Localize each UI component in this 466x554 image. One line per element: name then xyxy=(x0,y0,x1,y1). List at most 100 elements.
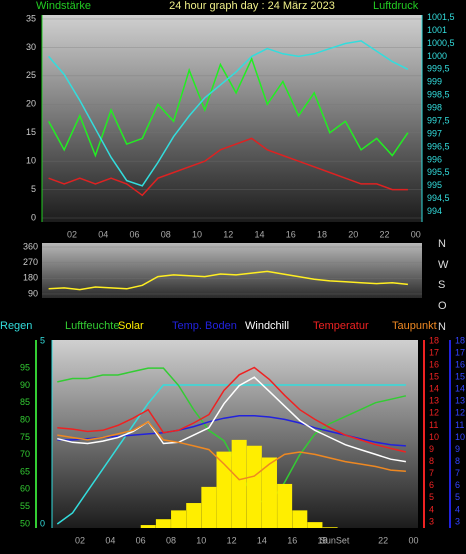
y-tick-label: 997 xyxy=(427,128,442,138)
x-tick-label: 06 xyxy=(129,229,139,239)
y-tick-label: 13 xyxy=(429,396,439,406)
compass-label: S xyxy=(438,279,445,291)
x-tick-label: 04 xyxy=(98,229,108,239)
series-line xyxy=(57,367,407,505)
x-tick-label: 12 xyxy=(223,229,233,239)
x-tick-label: 04 xyxy=(105,535,115,545)
y-tick-label: 90 xyxy=(20,380,30,390)
series-line xyxy=(56,384,406,525)
y-tick-label: 13 xyxy=(455,396,465,406)
y-tick-label: 17 xyxy=(455,347,465,357)
y-tick-label: 9 xyxy=(455,444,460,454)
y-tick-label: 70 xyxy=(20,449,30,459)
y-tick-label: 11 xyxy=(429,420,438,430)
x-tick-label: 10 xyxy=(196,535,206,545)
y-tick-label: 50 xyxy=(20,518,30,528)
y-tick-label: 995 xyxy=(427,180,442,190)
y-tick-label: 10 xyxy=(455,432,465,442)
solar-bar xyxy=(171,510,187,528)
series-line xyxy=(57,366,407,453)
y-tick-label: 90 xyxy=(28,288,38,298)
compass-label: W xyxy=(438,259,449,271)
y-tick-label: 995,5 xyxy=(427,167,450,177)
x-tick-label: 08 xyxy=(166,535,176,545)
y-tick-label: 65 xyxy=(20,466,30,476)
y-tick-label: 30 xyxy=(26,42,36,52)
y-tick-label: 25 xyxy=(26,70,36,80)
y-tick-label: 180 xyxy=(23,273,38,283)
x-tick-label: 18 xyxy=(318,535,328,545)
y-tick-label: 0 xyxy=(31,212,36,222)
y-tick-label: 12 xyxy=(455,408,465,418)
y-tick-label: 9 xyxy=(429,444,434,454)
y-tick-label: 20 xyxy=(26,99,36,109)
legend-label: Temperatur xyxy=(313,320,369,332)
y-tick-label: 14 xyxy=(429,384,439,394)
y-tick-label: 3 xyxy=(455,516,460,526)
y-tick-label: 360 xyxy=(23,241,38,251)
y-tick-label: 95 xyxy=(20,362,30,372)
y-tick-label: 998 xyxy=(427,103,442,113)
solar-bar xyxy=(155,519,171,528)
solar-bar xyxy=(140,525,156,528)
y-tick-label: 996,5 xyxy=(427,141,450,151)
y-tick-label: 999 xyxy=(427,77,442,87)
y-tick-label: 16 xyxy=(429,359,439,369)
y-tick-label: 15 xyxy=(429,372,439,382)
x-tick-label: 06 xyxy=(136,535,146,545)
y-tick-label: 80 xyxy=(20,414,30,424)
solar-bar xyxy=(246,445,262,528)
y-tick-label: 55 xyxy=(20,501,30,511)
compass-label: N xyxy=(438,321,446,333)
y-tick-label: 6 xyxy=(455,480,460,490)
y-tick-label: 8 xyxy=(455,456,460,466)
series-line xyxy=(57,376,407,463)
y-tick-label: 12 xyxy=(429,408,439,418)
x-tick-label: 18 xyxy=(317,229,327,239)
legend-label: Temp. Boden xyxy=(172,320,237,332)
x-tick-label: 00 xyxy=(408,535,418,545)
solar-bar xyxy=(186,503,202,528)
solar-bar xyxy=(216,451,232,528)
legend-label: Windchill xyxy=(245,320,289,332)
panel-direction xyxy=(42,243,422,298)
y-tick-label: 4 xyxy=(429,504,434,514)
x-tick-label: 16 xyxy=(287,535,297,545)
y-tick-label: 4 xyxy=(455,504,460,514)
y-tick-label: 18 xyxy=(455,335,465,345)
solar-bar xyxy=(261,457,277,528)
x-tick-label: 20 xyxy=(348,229,358,239)
y-label: Windstärke xyxy=(36,0,91,12)
y-tick-label: 35 xyxy=(26,13,36,23)
x-tick-label: 02 xyxy=(67,229,77,239)
solar-bar xyxy=(201,486,217,528)
solar-bar xyxy=(307,522,323,528)
y-tick-label: 999,5 xyxy=(427,64,450,74)
y-tick-label: 998,5 xyxy=(427,90,450,100)
x-tick-label: 22 xyxy=(378,535,388,545)
legend-label: Luftfeuchte xyxy=(65,320,119,332)
series-line xyxy=(48,137,408,197)
y-tick-label: 5 xyxy=(31,184,36,194)
y-tick-label: 997,5 xyxy=(427,115,450,125)
solar-bar xyxy=(231,439,247,528)
y-tick-label: 5 xyxy=(40,335,45,345)
y-tick-label: 1001 xyxy=(427,25,447,35)
chart-title: 24 hour graph day : 24 März 2023 xyxy=(169,0,335,12)
y-tick-label: 5 xyxy=(455,492,460,502)
series-line xyxy=(48,40,409,187)
x-tick-label: 16 xyxy=(286,229,296,239)
y-tick-label: 15 xyxy=(455,372,465,382)
y-tick-label: 996 xyxy=(427,154,442,164)
y-tick-label: 60 xyxy=(20,484,30,494)
legend-label: Regen xyxy=(0,320,32,332)
y-tick-label: 11 xyxy=(455,420,464,430)
x-tick-label: 14 xyxy=(254,229,264,239)
series-line xyxy=(57,420,406,481)
x-tick-label: 10 xyxy=(192,229,202,239)
x-tick-label: 02 xyxy=(75,535,85,545)
solar-bar xyxy=(322,527,338,528)
annotation: SunSet xyxy=(320,535,350,545)
y-tick-label: 6 xyxy=(429,480,434,490)
